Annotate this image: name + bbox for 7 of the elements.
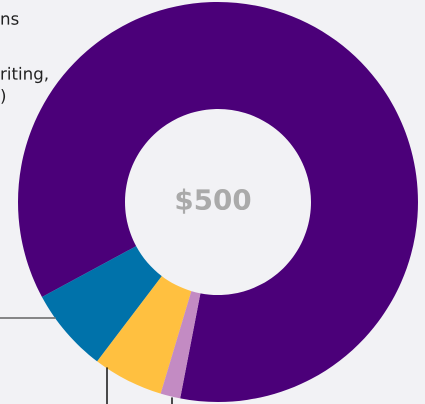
text: riting, [2,66,48,84]
donut-slice [42,246,162,362]
donut-slice [97,276,192,394]
text: $500 [176,188,250,214]
donut-slice [160,291,200,398]
text: ns [2,15,18,25]
text: ) [1,88,6,104]
